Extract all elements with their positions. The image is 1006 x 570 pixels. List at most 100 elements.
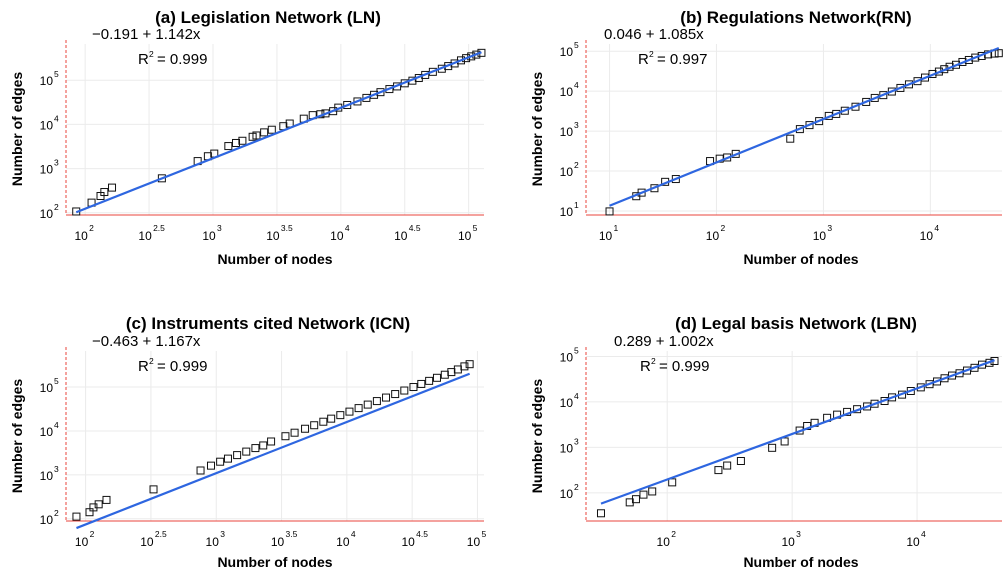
x-tick-exponent: 5 [473,223,478,233]
data-point [363,400,372,409]
x-tick-label: 104.5 [394,223,421,243]
x-tick-base: 10 [75,535,89,549]
x-tick-base: 10 [202,229,216,243]
y-tick-exponent: 3 [574,436,579,446]
y-tick-base: 10 [40,74,54,88]
data-point [336,411,345,420]
x-tick-base: 10 [271,535,285,549]
data-point [372,397,381,406]
data-point [453,365,462,374]
x-tick-label: 102.5 [140,529,167,549]
r-squared-value: = 0.999 [157,358,207,375]
x-tick-exponent: 2 [90,529,95,539]
r-squared-value: = 0.997 [657,51,707,68]
x-tick-label: 103 [202,223,222,243]
y-tick-base: 10 [560,125,574,139]
x-tick-exponent: 4 [345,223,350,233]
y-tick-base: 10 [40,513,54,527]
data-point [310,421,319,430]
data-point [223,454,232,463]
r-squared-annotation: R 2 = 0.999 [640,356,709,375]
x-tick-label: 102 [74,223,94,243]
data-point [648,487,657,496]
fit-equation: −0.463 + 1.167x [92,333,201,350]
data-point [267,125,276,134]
y-tick-base: 10 [40,163,54,177]
data-point [370,90,379,99]
y-tick-exponent: 4 [574,391,579,401]
r-squared-symbol: R [638,51,649,68]
data-point [432,373,441,382]
data-point [290,428,299,437]
x-tick-label: 102 [75,529,95,549]
data-point [149,485,158,494]
x-tick-label: 103.5 [266,223,293,243]
x-tick-base: 10 [706,229,720,243]
data-point [252,131,261,140]
data-point [301,424,310,433]
r-squared-value: = 0.999 [659,358,709,375]
r-squared-symbol: R [138,51,149,68]
y-tick-base: 10 [560,205,574,219]
y-tick-exponent: 3 [54,464,59,474]
x-axis-label: Number of nodes [743,554,858,570]
fit-equation: 0.046 + 1.085x [604,26,704,43]
x-tick-exponent: 2.5 [153,223,165,233]
x-tick-exponent: 4 [934,223,939,233]
y-tick-label: 10 2 [560,482,579,501]
data-point [723,461,732,470]
grid [66,351,484,521]
data-point [232,138,241,147]
chart-title: (d) Legal basis Network (LBN) [675,314,917,333]
y-tick-base: 10 [40,381,54,395]
y-tick-exponent: 3 [574,120,579,130]
y-tick-label: 104 [40,113,59,132]
x-tick-label: 103 [206,529,226,549]
grid [586,351,1002,521]
y-tick-base: 10 [560,85,574,99]
data-point [832,109,841,118]
y-tick-exponent: 1 [574,200,579,210]
data-point [233,451,242,460]
y-tick-label: 10 3 [560,120,579,139]
data-point [671,175,680,184]
x-tick-exponent: 2 [720,223,725,233]
r-squared-exponent: 2 [649,49,654,59]
x-tick-exponent: 3 [827,223,832,233]
data-point [456,56,465,65]
data-point [736,457,745,465]
data-point [904,80,913,89]
data-point [462,54,471,63]
y-tick-base: 10 [40,207,54,221]
x-tick-label: 102 [706,223,726,243]
x-axis-label: Number of nodes [743,251,858,267]
y-tick-label: 10 3 [560,436,579,455]
fit-line [600,359,995,505]
x-tick-exponent: 2 [671,529,676,539]
r-squared-exponent: 2 [149,356,154,366]
data-point [72,512,81,521]
y-tick-label: 10 2 [560,160,579,179]
data-point [768,443,777,452]
x-tick-label: 102.5 [138,223,165,243]
chart-title: (b) Regulations Network(RN) [680,8,911,27]
y-tick-base: 10 [560,165,574,179]
y-tick-label: 10 5 [40,69,59,88]
x-tick-label: 104 [920,223,940,243]
data-point [242,447,251,456]
x-tick-exponent: 4.5 [416,529,428,539]
x-tick-label: 105 [467,529,487,549]
x-tick-base: 10 [458,229,472,243]
y-tick-base: 10 [560,396,574,410]
x-tick-base: 10 [813,229,827,243]
data-point [216,457,225,466]
data-point [354,404,363,413]
x-tick-exponent: 4 [351,529,356,539]
y-tick-exponent: 5 [54,376,59,386]
data-point [281,432,290,441]
fit-equation: 0.289 + 1.002x [614,333,714,350]
x-tick-label: 104 [330,223,350,243]
fit-line [609,46,1000,207]
data-point [206,461,215,470]
